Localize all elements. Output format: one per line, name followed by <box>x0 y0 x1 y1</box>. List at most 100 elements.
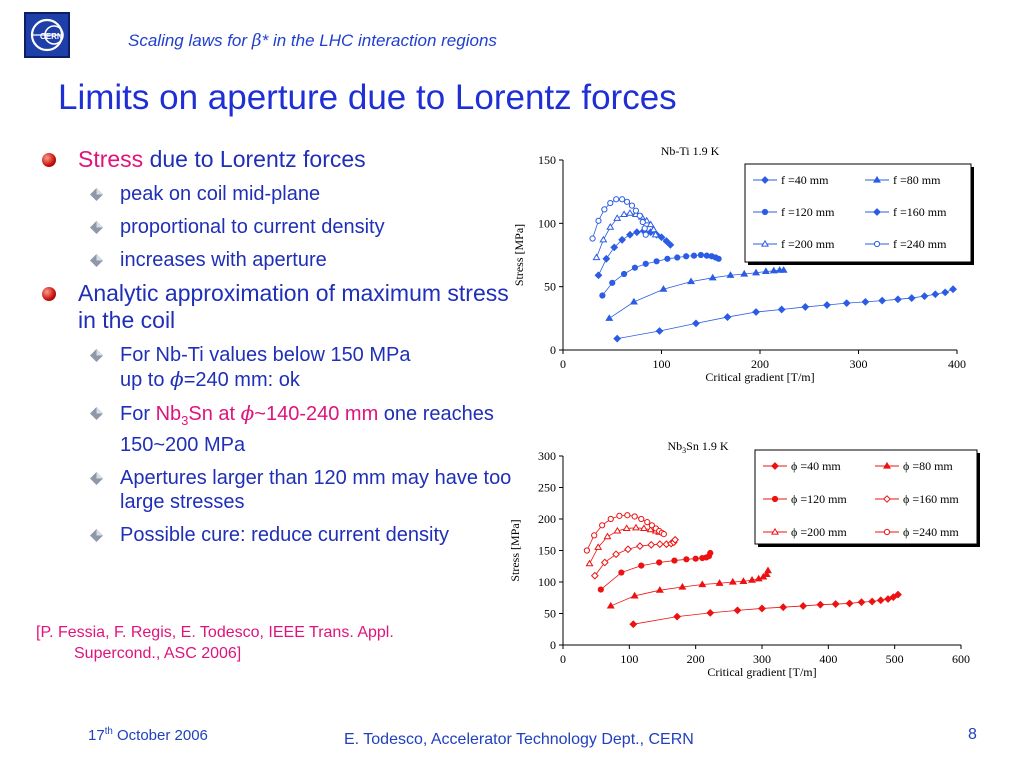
legend-label: f =40 mm <box>781 173 829 187</box>
data-point <box>831 600 840 608</box>
series <box>589 196 649 242</box>
series <box>594 227 675 280</box>
data-point <box>613 196 620 203</box>
data-point <box>674 254 681 261</box>
data-point <box>715 255 722 262</box>
y-tick-label: 50 <box>544 607 556 621</box>
data-point <box>631 513 638 520</box>
data-point <box>763 566 772 574</box>
legend-marker <box>771 527 779 535</box>
diamond-bullet-icon <box>90 221 103 234</box>
chart-title: Nb3Sn 1.9 K <box>667 439 728 455</box>
y-tick-label: 150 <box>538 544 556 558</box>
data-point <box>618 569 625 576</box>
data-point <box>607 199 614 207</box>
legend-label: ϕ =200 mm <box>791 525 847 539</box>
data-point <box>602 254 611 263</box>
data-point <box>599 522 606 529</box>
data-point <box>894 590 902 599</box>
data-point <box>707 549 714 557</box>
data-point <box>632 207 639 214</box>
data-point <box>692 319 700 328</box>
data-point <box>683 556 690 563</box>
data-point <box>671 557 678 564</box>
y-tick-label: 200 <box>538 512 556 526</box>
data-point <box>656 559 663 566</box>
data-point <box>931 290 940 299</box>
data-point <box>949 285 957 294</box>
footer-date: 17th October 2006 <box>88 726 208 744</box>
data-point <box>636 542 644 550</box>
data-point <box>876 596 885 605</box>
data-point <box>603 532 612 540</box>
diamond-bullet-icon <box>90 407 103 420</box>
data-point <box>662 237 671 245</box>
data-point <box>629 297 638 305</box>
bullet-analytic: Analytic approximation of maximum stress… <box>42 280 512 334</box>
data-point <box>630 591 639 599</box>
data-point <box>647 540 656 549</box>
chart-title-part: Sn 1.9 K <box>686 439 729 453</box>
legend: f =40 mm f =80 mm f =120 mm f =160 mm f =200… <box>744 163 974 265</box>
series <box>629 590 902 629</box>
data-point <box>599 292 606 299</box>
legend-label: f =80 mm <box>893 173 941 187</box>
data-point <box>623 198 631 205</box>
data-point <box>657 233 666 242</box>
data-point <box>622 524 631 532</box>
data-point <box>678 582 687 590</box>
data-point <box>591 532 598 539</box>
data-point <box>715 579 724 586</box>
legend-label: f =240 mm <box>893 237 947 251</box>
y-tick-label: 250 <box>538 481 556 495</box>
series <box>606 566 772 609</box>
legend-marker <box>883 528 891 536</box>
x-tick-label: 300 <box>850 357 868 371</box>
data-point <box>884 595 892 603</box>
legend-label: f =160 mm <box>893 205 947 219</box>
sub-bullet: Possible cure: reduce current density <box>42 523 512 547</box>
series-line <box>617 288 954 339</box>
data-point <box>779 266 788 273</box>
data-point <box>779 603 788 612</box>
chart-title-subscript: 3 <box>682 446 686 455</box>
series <box>585 523 664 567</box>
data-point <box>620 270 628 278</box>
data-point <box>592 253 601 261</box>
legend-box <box>744 163 972 263</box>
y-tick-label: 300 <box>538 449 556 463</box>
data-point <box>690 252 698 259</box>
sub-bullet: For Nb3Sn at ϕ~140-240 mm one reaches 15… <box>42 401 512 457</box>
data-point <box>777 305 786 314</box>
series <box>597 549 714 593</box>
sub-bullet: increases with aperture <box>42 248 512 272</box>
data-point <box>601 206 608 213</box>
legend-label: f =120 mm <box>781 205 835 219</box>
data-point <box>636 212 643 219</box>
series-line <box>633 594 899 625</box>
series <box>605 266 788 321</box>
x-tick-label: 100 <box>620 652 638 666</box>
bullet-stress: Stress due to Lorentz forces <box>42 146 512 173</box>
x-tick-label: 400 <box>819 652 837 666</box>
x-tick-label: 0 <box>560 652 566 666</box>
phi-symbol: ϕ <box>170 367 184 391</box>
data-point <box>638 515 645 523</box>
data-point <box>610 243 619 252</box>
data-point <box>642 260 649 267</box>
diamond-bullet-icon <box>90 254 103 267</box>
data-point <box>762 570 771 578</box>
diamond-bullet-icon <box>90 472 103 485</box>
data-point <box>631 523 640 531</box>
series-line <box>594 539 676 576</box>
data-point <box>726 271 735 278</box>
data-point <box>748 576 757 583</box>
data-point <box>659 285 668 292</box>
data-point <box>619 196 626 203</box>
chart-nbti: Nb-Ti 1.9 K 0 50 100 150 0 100 200 300 400 Critica… <box>512 144 974 384</box>
data-point <box>583 547 590 554</box>
data-point <box>671 535 680 544</box>
data-point <box>816 600 825 609</box>
data-point <box>698 580 707 588</box>
data-point <box>703 252 710 259</box>
